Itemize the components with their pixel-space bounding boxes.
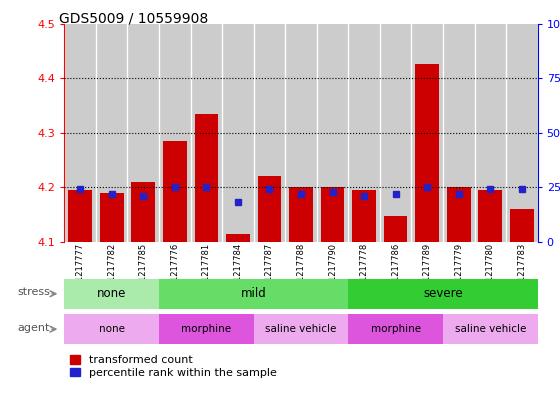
- Bar: [289, 187, 313, 242]
- Text: saline vehicle: saline vehicle: [265, 324, 337, 334]
- Bar: [285, 24, 317, 242]
- Text: morphine: morphine: [371, 324, 421, 334]
- Text: severe: severe: [423, 287, 463, 300]
- Bar: [412, 24, 443, 242]
- Bar: [128, 24, 159, 242]
- Bar: [474, 24, 506, 242]
- Bar: [159, 24, 190, 242]
- Bar: [163, 141, 186, 242]
- Bar: [352, 190, 376, 242]
- Legend: transformed count, percentile rank within the sample: transformed count, percentile rank withi…: [70, 355, 277, 378]
- Bar: [443, 24, 474, 242]
- Bar: [321, 187, 344, 242]
- Bar: [384, 215, 408, 242]
- Bar: [317, 24, 348, 242]
- Bar: [194, 114, 218, 242]
- Text: mild: mild: [241, 287, 267, 300]
- Text: saline vehicle: saline vehicle: [455, 324, 526, 334]
- Bar: [258, 176, 281, 242]
- Bar: [506, 24, 538, 242]
- Bar: [68, 190, 92, 242]
- Bar: [416, 64, 439, 242]
- Bar: [348, 24, 380, 242]
- Text: agent: agent: [18, 323, 50, 332]
- Bar: [447, 187, 470, 242]
- Bar: [64, 24, 96, 242]
- Bar: [254, 24, 285, 242]
- Text: stress: stress: [17, 287, 50, 297]
- Text: none: none: [97, 287, 127, 300]
- Bar: [380, 24, 412, 242]
- Bar: [96, 24, 128, 242]
- Bar: [226, 233, 250, 242]
- Text: GDS5009 / 10559908: GDS5009 / 10559908: [59, 12, 208, 26]
- Bar: [132, 182, 155, 242]
- Text: none: none: [99, 324, 125, 334]
- Text: morphine: morphine: [181, 324, 231, 334]
- Bar: [478, 190, 502, 242]
- Bar: [100, 193, 124, 242]
- Bar: [222, 24, 254, 242]
- Bar: [190, 24, 222, 242]
- Bar: [510, 209, 534, 242]
